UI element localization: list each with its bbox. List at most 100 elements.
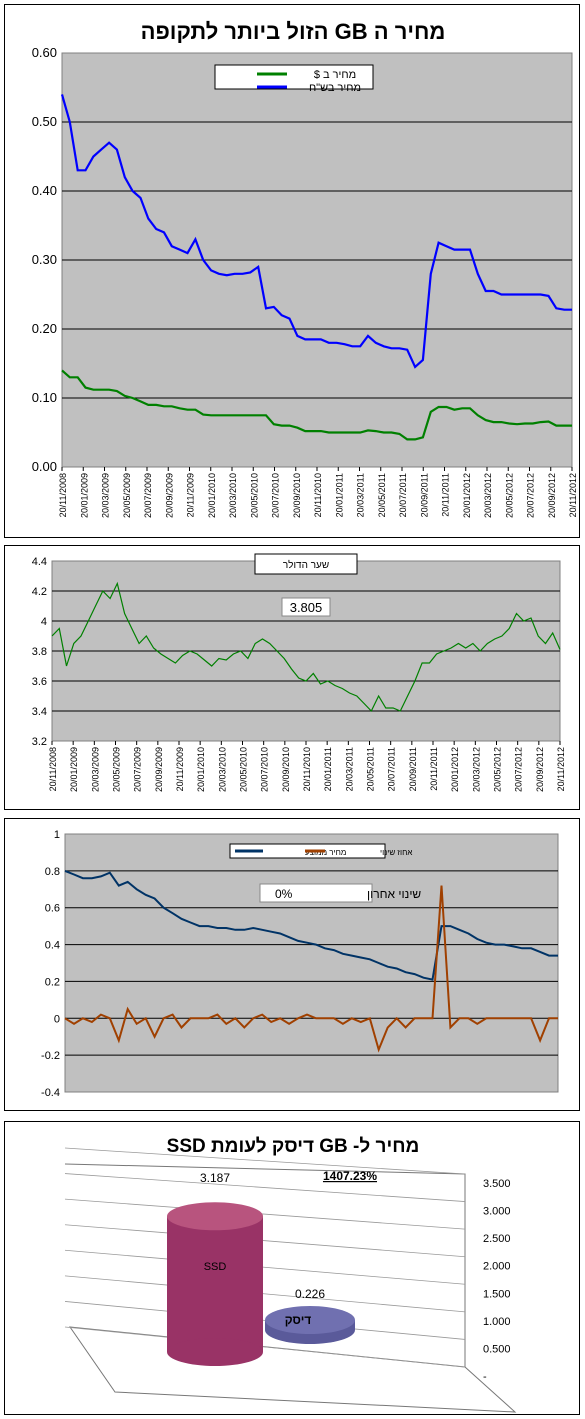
gridline: [64, 1147, 466, 1175]
title-box: [254, 553, 358, 575]
x-tick-label: 20/01/2012: [462, 473, 472, 518]
y-tick-label: 0.500: [483, 1343, 511, 1355]
series-line-2: [64, 885, 558, 1053]
x-tick-label: 20/03/2010: [228, 473, 238, 518]
x-tick-label: 20/07/2011: [398, 473, 408, 517]
x-tick-label: 20/01/2010: [207, 473, 217, 518]
annotation-value: 3.805: [290, 600, 323, 615]
y-tick-label: 0.00: [32, 459, 57, 474]
x-tick-label: 20/09/2011: [419, 473, 429, 517]
x-tick-label: 20/07/2012: [526, 473, 536, 518]
x-tick-label: 20/05/2009: [112, 747, 122, 792]
bar-disk-top: [265, 1306, 355, 1334]
chart-average-price: -0.4 -0.2 0 0.2 0.4 0.6 0.8 1 מחיר ממוצע אחוז שינ…: [41, 829, 559, 1099]
y-tick-label: 2.500: [483, 1233, 511, 1245]
x-tick-label: 20/01/2012: [450, 747, 460, 792]
x-tick-label: 20/01/2011: [323, 747, 333, 791]
x-tick-label: 20/09/2009: [164, 473, 174, 518]
x-tick-label: 20/01/2010: [196, 747, 206, 792]
x-tick-label: 20/11/2012: [556, 747, 566, 791]
x-tick-label: 20/11/2012: [568, 473, 578, 517]
y-tick-label: 4.4: [32, 556, 47, 568]
gridline: [64, 1249, 466, 1285]
gridline: [64, 1173, 466, 1202]
chart-title: מחיר ה GB הזול ביותר לתקופה: [141, 19, 446, 44]
y-tick-label: 0.20: [32, 321, 57, 336]
gridline: [64, 1224, 466, 1258]
y-tick-label: 0.40: [32, 183, 57, 198]
bar-ssd-body: [167, 1216, 263, 1352]
series-line-1: [64, 869, 558, 981]
chart-panel-average-price: -0.4 -0.2 0 0.2 0.4 0.6 0.8 1 מחיר ממוצע אחוז שינ…: [4, 818, 580, 1111]
x-tick-label: 20/05/2011: [377, 473, 387, 517]
series-line-2: [60, 94, 572, 369]
annotation-label: שינוי אחרון: [367, 887, 421, 901]
legend-label-2: אחוז שינוי: [380, 848, 412, 857]
y-tick-label: 3.500: [483, 1178, 511, 1190]
y-tick-label: -0.2: [41, 1050, 60, 1062]
x-tick-label: 20/07/2009: [133, 747, 143, 792]
chart-panel-ssd-vs-disk: מחיר ל- GB דיסק לעומת SSD - 0.500 1.000 1.50…: [4, 1121, 580, 1415]
x-tick-label: 20/07/2010: [260, 747, 270, 792]
y-tick-label: -: [483, 1371, 487, 1383]
plot-area: [64, 833, 559, 1093]
x-tick-label: 20/03/2009: [101, 473, 111, 518]
x-tick-label: 20/03/2012: [483, 473, 493, 518]
y-tick-label: 1.000: [483, 1316, 511, 1328]
x-tick-label: 20/09/2009: [154, 747, 164, 792]
y-tick-label: 0.6: [45, 903, 60, 915]
value-label-disk: 0.226: [295, 1287, 325, 1301]
x-tick-label: 20/03/2012: [471, 747, 481, 792]
x-tick-label: 20/09/2012: [547, 473, 557, 518]
x-tick-label: 20/01/2011: [334, 473, 344, 517]
y-tick-label: 2.000: [483, 1261, 511, 1273]
x-tick-label: 20/09/2012: [535, 747, 545, 792]
y-tick-label: 0: [54, 1013, 60, 1025]
y-tick-label: 0.60: [32, 45, 57, 60]
value-label-ssd: 3.187: [200, 1171, 230, 1185]
y-tick-label: 4: [41, 616, 47, 628]
series-line-1: [61, 369, 572, 441]
gridline: [64, 1326, 466, 1368]
y-tick-label: 4.2: [32, 586, 47, 598]
x-tick-label: 20/05/2010: [249, 473, 259, 518]
y-tick-label: 3.2: [32, 736, 47, 748]
x-tick-label: 20/11/2010: [302, 747, 312, 791]
x-tick-label: 20/11/2008: [48, 747, 58, 791]
gridline: [64, 1275, 466, 1313]
x-tick-label: 20/03/2011: [356, 473, 366, 517]
y-tick-label: 3.8: [32, 646, 47, 658]
category-label-ssd: SSD: [204, 1261, 227, 1273]
y-tick-label: 1.500: [483, 1288, 511, 1300]
x-tick-label: 20/11/2011: [441, 473, 451, 517]
bar-ssd-base: [167, 1338, 263, 1366]
chart-title: שער הדולר: [283, 559, 329, 571]
series-line-1: [51, 581, 561, 713]
y-tick-label: 0.2: [45, 976, 60, 988]
gridline: [64, 1198, 466, 1230]
bar-ssd-top: [167, 1202, 263, 1231]
x-tick-label: 20/11/2011: [429, 747, 439, 791]
x-tick-label: 20/05/2010: [239, 747, 249, 792]
legend-label-1: מחיר ב $: [314, 69, 356, 81]
annotation-box: [259, 883, 373, 903]
y-tick-label: -0.4: [41, 1087, 60, 1099]
annotation-percent: 1407.23%: [323, 1169, 377, 1183]
x-tick-label: 20/05/2012: [504, 473, 514, 518]
x-tick-label: 20/03/2010: [217, 747, 227, 792]
annotation-value: 0%: [275, 887, 293, 901]
x-tick-label: 20/05/2012: [493, 747, 503, 792]
annotation-box: [281, 597, 331, 617]
x-tick-label: 20/07/2009: [143, 473, 153, 518]
legend-label-2: מחיר בש"ח: [309, 82, 361, 94]
x-tick-label: 20/11/2008: [58, 473, 68, 517]
x-tick-label: 20/03/2011: [344, 747, 354, 791]
x-tick-label: 20/11/2010: [313, 473, 323, 517]
x-tick-label: 20/07/2012: [514, 747, 524, 792]
y-tick-label: 3.6: [32, 676, 47, 688]
x-tick-label: 20/09/2011: [408, 747, 418, 791]
chart-panel-dollar-rate: 3.2 3.4 3.6 3.8 4 4.2 4.4 20/11/2008 20/01/2009 2…: [4, 545, 580, 810]
x-tick-label: 20/01/2009: [69, 747, 79, 792]
y-tick-label: 0.50: [32, 114, 57, 129]
x-tick-label: 20/11/2009: [175, 747, 185, 791]
